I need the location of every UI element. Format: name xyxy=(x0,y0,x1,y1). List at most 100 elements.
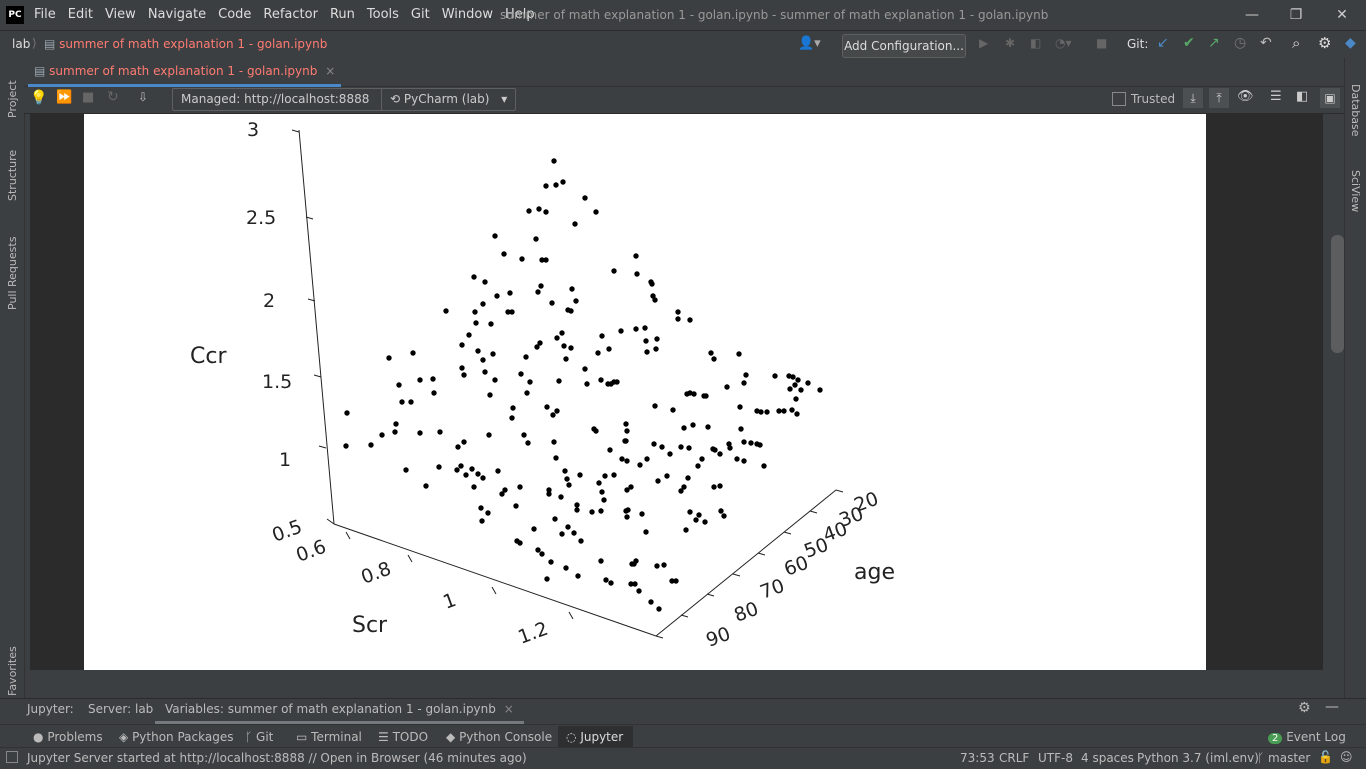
tab-terminal[interactable]: ▭ Terminal xyxy=(296,730,362,744)
insert-cell-below-icon[interactable]: ⤓ xyxy=(1183,88,1203,108)
server-combo[interactable]: Managed: http://localhost:8888 ▾ xyxy=(172,88,397,111)
jetbrains-toolbox-icon[interactable]: ◆ xyxy=(1345,35,1356,51)
menu-window[interactable]: Window xyxy=(441,7,493,22)
restart-kernel-icon[interactable]: ↻ xyxy=(107,89,119,105)
panel-settings-gear-icon[interactable]: ⚙ xyxy=(1298,700,1311,716)
menu-tools[interactable]: Tools xyxy=(366,7,399,22)
database-tool-button[interactable]: Database xyxy=(1349,84,1362,137)
stop-icon[interactable]: ■ xyxy=(1096,36,1108,50)
hide-panel-icon[interactable]: — xyxy=(1325,699,1339,715)
search-icon[interactable]: ⌕ xyxy=(1292,34,1301,52)
download-output-icon[interactable]: ⇩ xyxy=(138,90,149,104)
data-point xyxy=(546,491,552,497)
data-point xyxy=(687,390,693,396)
menu-file[interactable]: File xyxy=(34,7,56,22)
lock-icon[interactable]: 🔓 xyxy=(1318,750,1333,764)
tab-problems[interactable]: ● Problems xyxy=(33,730,103,744)
x-tick xyxy=(568,611,574,620)
event-log-button[interactable]: 2 Event Log xyxy=(1268,730,1346,744)
tab-todo[interactable]: ☰ TODO xyxy=(378,730,429,744)
data-point xyxy=(423,483,429,489)
editor-only-icon[interactable]: ☰ xyxy=(1270,89,1282,104)
data-point xyxy=(764,409,770,415)
data-point xyxy=(536,206,542,212)
tab-variables[interactable]: Variables: summer of math explanation 1 … xyxy=(155,699,524,724)
menu-navigate[interactable]: Navigate xyxy=(147,7,207,22)
profile-icon[interactable]: ◔▾ xyxy=(1055,36,1072,50)
data-point xyxy=(546,487,552,493)
caret-position[interactable]: 73:53 xyxy=(960,751,995,765)
minimize-button[interactable]: — xyxy=(1245,7,1259,23)
trusted-checkbox[interactable] xyxy=(1112,92,1126,106)
run-all-icon[interactable]: ⏩ xyxy=(56,90,73,105)
python-interpreter[interactable]: Python 3.7 (iml.env) xyxy=(1137,751,1259,765)
preview-only-icon[interactable]: ▣ xyxy=(1320,88,1340,108)
run-icon[interactable]: ▶ xyxy=(979,36,989,50)
pull-requests-tool-button[interactable]: Pull Requests xyxy=(6,236,19,310)
project-tool-button[interactable]: Project xyxy=(6,80,19,118)
variables-view-icon[interactable]: 👁 xyxy=(1237,89,1254,104)
data-point xyxy=(633,326,639,332)
git-history-icon[interactable]: ◷ xyxy=(1234,35,1247,51)
tab-python-packages[interactable]: ◈ Python Packages xyxy=(119,730,234,744)
trusted-label: Trusted xyxy=(1131,92,1176,106)
tab-close-icon[interactable]: × xyxy=(503,702,514,716)
tab-notebook-file[interactable]: ▤ summer of math explanation 1 - golan.i… xyxy=(28,58,342,87)
data-point xyxy=(568,345,574,351)
data-point xyxy=(673,578,679,584)
git-rollback-icon[interactable]: ↶ xyxy=(1260,35,1272,51)
age-axis-label: age xyxy=(854,560,895,585)
menu-refactor[interactable]: Refactor xyxy=(263,7,318,22)
interrupt-kernel-icon[interactable]: ■ xyxy=(82,90,95,105)
menu-git[interactable]: Git xyxy=(410,7,430,22)
toggle-tool-windows-icon[interactable] xyxy=(6,751,18,763)
tab-close-icon[interactable]: × xyxy=(325,64,336,78)
favorites-tool-button[interactable]: Favorites xyxy=(6,646,19,696)
git-update-icon[interactable]: ↙ xyxy=(1157,35,1169,51)
data-point xyxy=(519,256,525,262)
add-configuration-button[interactable]: Add Configuration... xyxy=(842,34,966,58)
editor-scrollbar-thumb[interactable] xyxy=(1331,235,1344,353)
structure-tool-button[interactable]: Structure xyxy=(6,149,19,201)
line-separator[interactable]: CRLF xyxy=(999,751,1030,765)
scr-tick-label: 0.6 xyxy=(293,536,329,567)
data-point xyxy=(650,293,656,299)
restore-button[interactable]: ❐ xyxy=(1289,7,1303,23)
menu-run[interactable]: Run xyxy=(329,7,355,22)
hint-bulb-icon[interactable]: 💡 xyxy=(30,90,48,106)
tab-jupyter[interactable]: ◌ Jupyter xyxy=(558,726,634,751)
menu-edit[interactable]: Edit xyxy=(67,7,93,22)
data-point xyxy=(717,451,723,457)
git-push-icon[interactable]: ↗ xyxy=(1208,35,1220,51)
sciview-tool-button[interactable]: SciView xyxy=(1349,170,1362,213)
menu-help[interactable]: Help xyxy=(504,7,535,22)
git-branch-widget[interactable]: ᚴ master xyxy=(1257,751,1311,765)
data-point xyxy=(607,447,613,453)
coverage-icon[interactable]: ◧ xyxy=(1030,36,1042,50)
split-view-icon[interactable]: ◧ xyxy=(1296,89,1309,104)
settings-gear-icon[interactable]: ⚙ xyxy=(1318,34,1332,52)
status-message[interactable]: Jupyter Server started at http://localho… xyxy=(27,751,527,765)
breadcrumb-file[interactable]: ▤ summer of math explanation 1 - golan.i… xyxy=(44,37,327,51)
scr-tick-label: 1.2 xyxy=(515,618,551,649)
indent-setting[interactable]: 4 spaces xyxy=(1081,751,1134,765)
inspection-icon[interactable]: ☺ xyxy=(1340,750,1353,764)
tab-server-lab[interactable]: Server: lab xyxy=(88,702,154,716)
tab-git[interactable]: ᚴ Git xyxy=(245,730,274,744)
breadcrumb-project[interactable]: lab xyxy=(12,37,31,51)
tab-python-console[interactable]: ◆ Python Console xyxy=(446,730,553,744)
file-encoding[interactable]: UTF-8 xyxy=(1038,751,1073,765)
data-point xyxy=(539,257,545,263)
kernel-combo[interactable]: ⟲ PyCharm (lab) ▾ xyxy=(381,88,517,111)
data-point xyxy=(524,390,530,396)
git-commit-icon[interactable]: ✔ xyxy=(1183,35,1195,51)
user-icon[interactable]: 👤▾ xyxy=(798,36,821,51)
git-branch-icon: ᚴ xyxy=(1257,751,1265,765)
debug-icon[interactable]: ✱ xyxy=(1005,36,1016,50)
data-point xyxy=(534,344,540,350)
close-window-button[interactable]: ✕ xyxy=(1336,7,1348,23)
insert-cell-above-icon[interactable]: ⤒ xyxy=(1209,88,1229,108)
menu-code[interactable]: Code xyxy=(218,7,252,22)
notebook-toolbar: 💡 ⏩ ■ ↻ ⇩ Managed: http://localhost:8888… xyxy=(24,87,1344,114)
menu-view[interactable]: View xyxy=(104,7,136,22)
